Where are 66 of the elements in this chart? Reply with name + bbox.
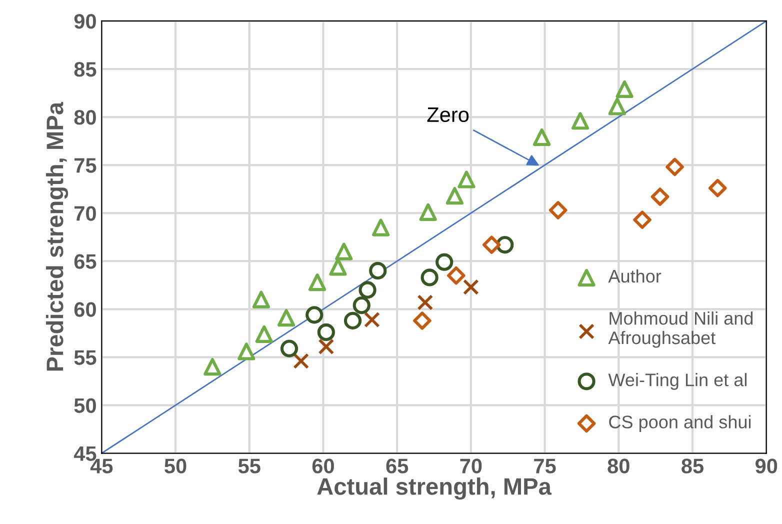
x-axis-title: Actual strength, MPa	[317, 478, 552, 500]
point	[708, 178, 727, 198]
x-tick-label: 80	[608, 458, 630, 474]
x-tick-label: 65	[386, 458, 408, 474]
y-tick-label: 55	[74, 350, 96, 365]
x-tick-label: 55	[238, 458, 260, 474]
point	[413, 312, 432, 330]
x-tick-label: 50	[164, 458, 186, 474]
x-tick-label: 70	[460, 458, 482, 474]
x-tick-label: 90	[755, 458, 778, 474]
legend-label: Mohmoud Nili and Afroughsabet	[608, 311, 753, 348]
point	[436, 253, 454, 271]
point	[417, 294, 434, 310]
point	[329, 258, 347, 276]
y-tick-label: 85	[74, 62, 96, 77]
y-tick-label: 90	[74, 14, 96, 29]
point	[496, 236, 514, 254]
point	[571, 112, 590, 130]
point	[293, 353, 310, 370]
point	[533, 128, 551, 146]
y-tick-label: 80	[74, 110, 96, 125]
legend-label: Author	[608, 269, 662, 283]
point	[364, 312, 380, 328]
point	[335, 242, 353, 260]
y-tick-label: 75	[74, 158, 96, 173]
point	[308, 273, 326, 292]
y-tick-label: 50	[74, 398, 96, 413]
point	[318, 338, 334, 355]
point	[419, 203, 437, 221]
y-tick-label: 65	[74, 254, 96, 269]
y-tick-label: 45	[74, 446, 96, 462]
point	[633, 210, 652, 229]
point	[358, 281, 376, 299]
point	[306, 306, 324, 324]
point	[372, 218, 390, 236]
point	[238, 342, 256, 360]
point	[482, 236, 501, 254]
point	[650, 188, 670, 206]
point	[608, 98, 626, 116]
point	[666, 158, 684, 176]
point	[447, 266, 466, 285]
point	[204, 358, 222, 376]
point	[462, 279, 479, 296]
x-tick-label: 60	[312, 458, 334, 474]
point	[317, 323, 335, 342]
point	[446, 186, 464, 205]
point	[255, 325, 273, 343]
point	[369, 262, 387, 280]
point	[252, 290, 270, 308]
annotation: Zero	[427, 107, 469, 122]
point	[277, 308, 296, 327]
x-tick-label: 85	[682, 458, 704, 474]
y-tick-label: 60	[74, 302, 96, 317]
point	[420, 268, 438, 286]
point	[548, 201, 568, 220]
point	[352, 296, 370, 314]
y-axis-title: Predicted strength, MPa	[46, 102, 68, 371]
point	[458, 170, 476, 188]
legend-label: CS poon and shui	[609, 415, 751, 432]
point	[344, 312, 362, 330]
x-tick-label: 75	[534, 458, 556, 474]
x-tick-label: 45	[90, 458, 113, 474]
y-tick-label: 70	[74, 206, 96, 221]
legend-label: Wei-Ting Lin et al	[608, 373, 746, 390]
point	[616, 80, 634, 98]
point	[280, 340, 298, 358]
